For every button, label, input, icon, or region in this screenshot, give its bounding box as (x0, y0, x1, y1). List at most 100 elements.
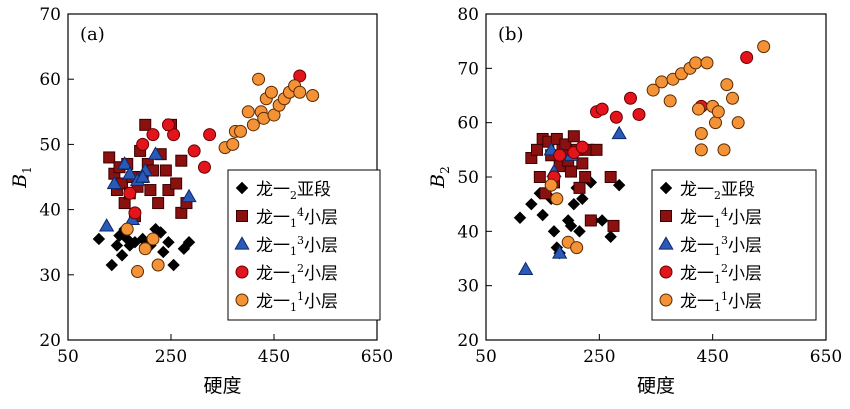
legend-label-subscript: 1 (290, 301, 297, 314)
data-point-m11 (550, 192, 564, 206)
data-point-m13 (122, 165, 138, 180)
legend-label-superscript: 2 (721, 262, 728, 275)
data-point-m13 (98, 218, 115, 232)
x-tick-label: 50 (475, 347, 497, 367)
data-point-m12 (136, 137, 150, 151)
legend-label-suffix: 小层 (304, 264, 338, 284)
data-point-m11 (655, 75, 669, 89)
legend-label-superscript: 1 (721, 290, 728, 303)
legend-label-suffix: 小层 (304, 292, 338, 312)
legend-label-subscript: 2 (290, 189, 297, 202)
data-point-m2 (92, 232, 106, 246)
data-point-m11 (717, 143, 731, 157)
data-point-m2 (182, 235, 196, 249)
y-tick-label: 30 (39, 266, 61, 286)
data-point-m11 (726, 91, 739, 105)
data-point-m11 (293, 85, 307, 99)
legend-label-m2: 龙一2亚段 (680, 180, 755, 202)
legend-label-subscript: 1 (290, 273, 297, 286)
series-m11 (544, 40, 771, 255)
legend-label-superscript: 4 (297, 206, 304, 219)
data-point-m11 (694, 143, 708, 157)
legend-label-suffix: 小层 (304, 236, 338, 256)
data-point-m13 (147, 146, 164, 160)
data-point-m13 (106, 175, 123, 190)
y-axis-title: B1 (9, 166, 34, 189)
data-point-m12 (203, 128, 217, 142)
data-point-m11 (646, 83, 660, 97)
data-point-m11 (700, 56, 714, 70)
legend-label-superscript: 4 (721, 206, 728, 219)
data-point-m13 (611, 125, 627, 140)
series-m13 (98, 146, 197, 232)
y-tick-label: 20 (457, 331, 479, 351)
data-point-m11 (757, 40, 771, 54)
data-point-m12 (632, 108, 646, 122)
data-point-m11 (241, 105, 255, 119)
data-point-m12 (595, 102, 609, 116)
legend-marker-m2 (235, 181, 249, 195)
data-point-m2 (604, 230, 617, 243)
data-point-m14 (170, 177, 183, 190)
data-point-m11 (544, 178, 558, 192)
data-point-m14 (144, 184, 157, 197)
panel-b: 50 250 450 65020304050607080硬度B2(b)龙一2亚段龙一1… (427, 5, 842, 397)
y-tick-label: 60 (457, 114, 479, 134)
legend-label-subscript: 1 (714, 301, 721, 314)
data-point-m12 (161, 118, 175, 132)
y-axis-title-subscript: 2 (438, 166, 452, 174)
y-tick-label: 40 (39, 201, 61, 221)
legend-label-subscript: 1 (714, 217, 721, 230)
legend-label-subscript: 2 (714, 189, 721, 202)
data-point-m14 (590, 143, 603, 156)
data-point-m14 (175, 154, 188, 167)
data-point-m13 (552, 245, 568, 259)
data-point-m2 (513, 211, 527, 224)
data-point-m11 (731, 116, 745, 130)
legend-label-m13: 龙一13小层 (256, 234, 338, 258)
data-point-m14 (584, 214, 597, 227)
legend-label-main: 龙一 (680, 208, 714, 228)
data-point-m11 (252, 72, 266, 86)
data-point-m11 (264, 85, 278, 99)
legend-label-m2: 龙一2亚段 (256, 180, 331, 202)
y-tick-label: 30 (457, 277, 479, 297)
data-point-m11 (226, 137, 240, 151)
y-tick-label: 80 (457, 5, 479, 25)
data-point-m12 (740, 50, 754, 64)
data-point-m11 (246, 118, 260, 132)
data-point-m14 (162, 184, 175, 197)
data-point-m12 (146, 128, 160, 142)
data-point-m11 (138, 242, 152, 256)
data-point-m11 (131, 265, 145, 279)
legend-marker-m14 (660, 210, 672, 222)
data-point-m14 (533, 171, 546, 183)
legend-label-main: 龙一 (680, 180, 714, 200)
x-tick-label: 650 (810, 347, 842, 367)
data-point-m12 (123, 186, 137, 200)
data-point-m2 (567, 197, 581, 211)
legend-label-superscript: 2 (297, 262, 304, 275)
data-point-m12 (197, 160, 211, 174)
series-m11 (120, 72, 320, 279)
data-point-m14 (139, 118, 152, 131)
y-tick-label: 60 (39, 70, 61, 90)
data-point-m11 (709, 116, 722, 130)
data-point-m11 (151, 258, 165, 272)
legend-label-m14: 龙一14小层 (256, 206, 338, 230)
y-tick-label: 40 (457, 222, 479, 242)
y-tick-label: 50 (457, 168, 479, 188)
legend-marker-m12 (235, 265, 249, 279)
data-point-m2 (547, 225, 561, 238)
data-point-m14 (531, 143, 543, 156)
data-point-m2 (573, 225, 586, 238)
legend-label-superscript: 1 (297, 290, 304, 303)
data-point-m14 (573, 181, 586, 194)
data-point-m13 (181, 188, 197, 203)
data-point-m11 (689, 56, 703, 70)
legend-label-m14: 龙一14小层 (680, 206, 762, 230)
legend-label-suffix: 小层 (728, 292, 762, 312)
